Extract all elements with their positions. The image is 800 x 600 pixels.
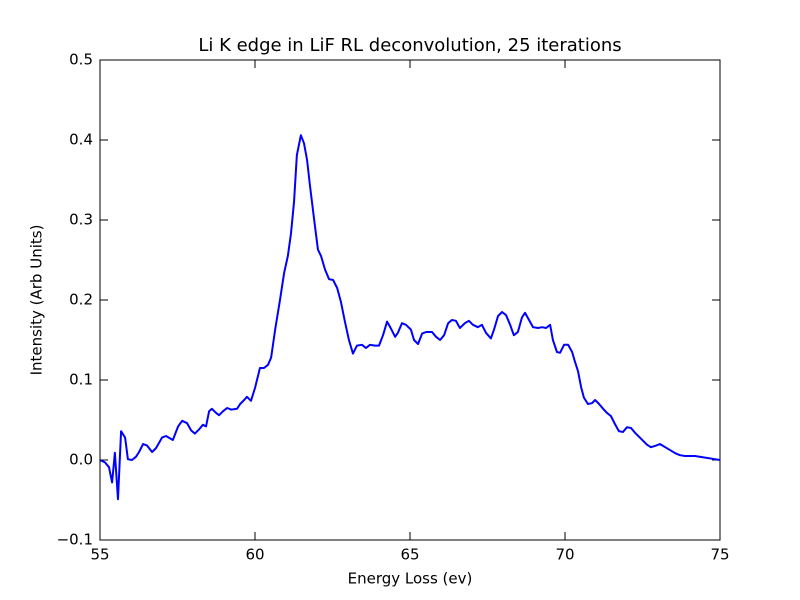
data-line xyxy=(99,134,721,501)
y-tick-label: 0.1 xyxy=(69,371,93,389)
x-tick-label: 70 xyxy=(555,546,574,564)
x-tick-label: 55 xyxy=(90,546,109,564)
y-tick-label: 0.5 xyxy=(69,51,93,69)
x-tick-label: 60 xyxy=(245,546,264,564)
y-tick-label: 0.2 xyxy=(69,291,93,309)
y-tick-label: 0.4 xyxy=(69,131,93,149)
chart-title: Li K edge in LiF RL deconvolution, 25 it… xyxy=(198,35,621,56)
y-axis-label: Intensity (Arb Units) xyxy=(28,225,46,376)
y-tick-label: 0.3 xyxy=(69,211,93,229)
plot-frame xyxy=(99,59,721,541)
x-axis-label: Energy Loss (ev) xyxy=(348,570,473,588)
x-tick-label: 65 xyxy=(400,546,419,564)
x-tick-label: 75 xyxy=(710,546,729,564)
y-tick-label: 0.0 xyxy=(69,451,93,469)
y-tick-label: −0.1 xyxy=(57,531,93,549)
